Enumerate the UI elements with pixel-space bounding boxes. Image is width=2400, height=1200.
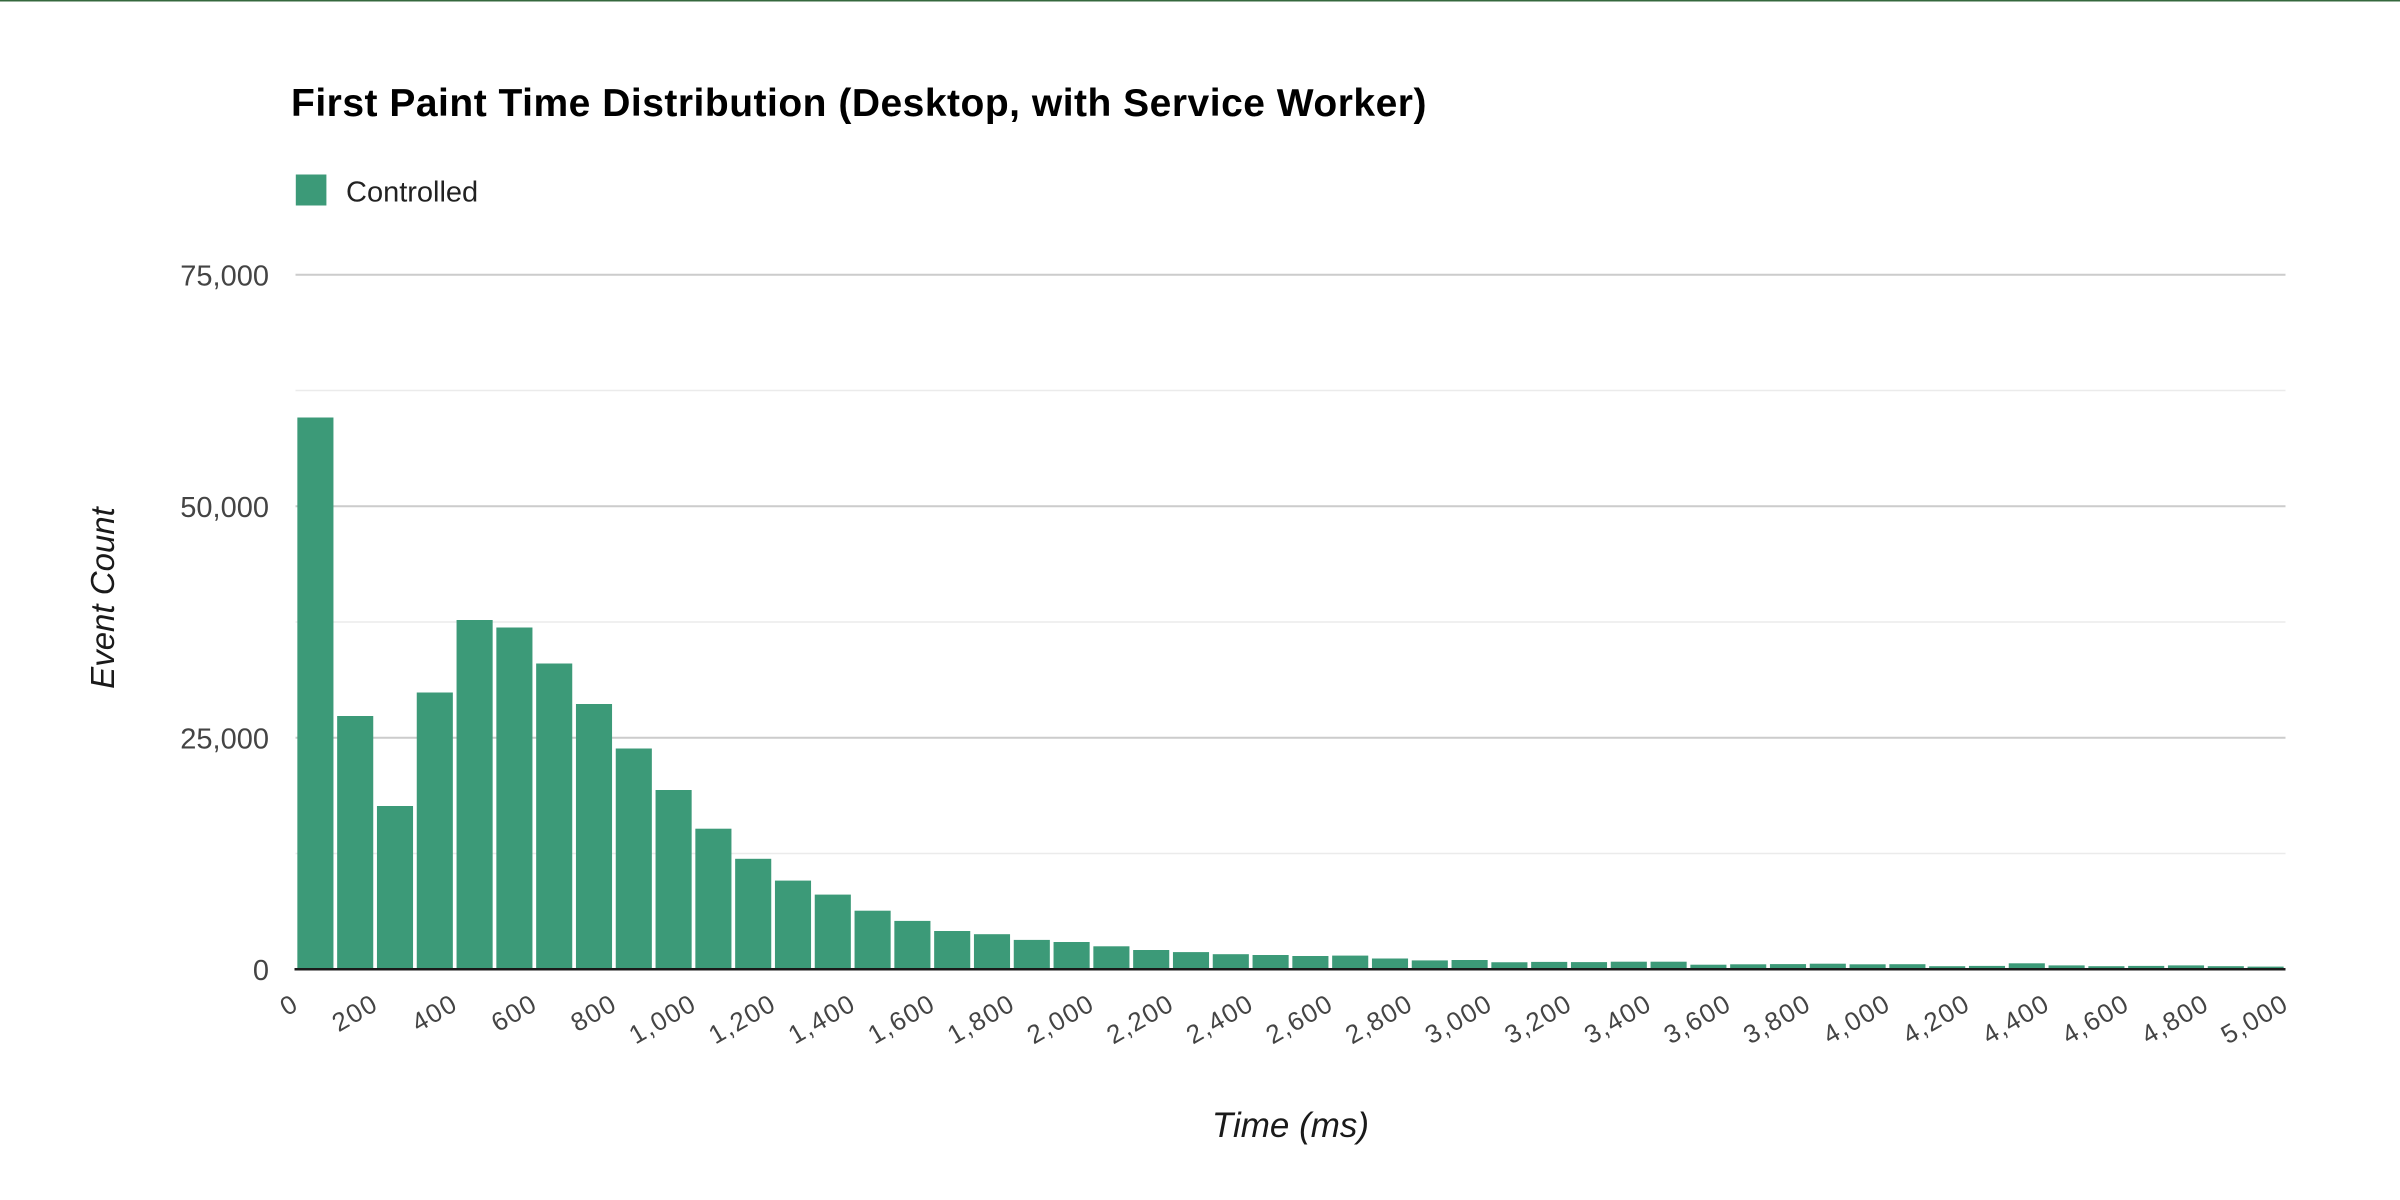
svg-text:0: 0 [253,955,269,987]
svg-text:50,000: 50,000 [180,492,269,524]
svg-text:75,000: 75,000 [180,260,269,292]
svg-text:25,000: 25,000 [180,723,269,755]
svg-text:First Paint Time Distribution: First Paint Time Distribution (Desktop, … [291,82,1427,125]
svg-text:Controlled: Controlled [346,177,478,209]
svg-text:Event Count: Event Count [84,505,121,688]
svg-text:Time (ms): Time (ms) [1212,1106,1369,1145]
